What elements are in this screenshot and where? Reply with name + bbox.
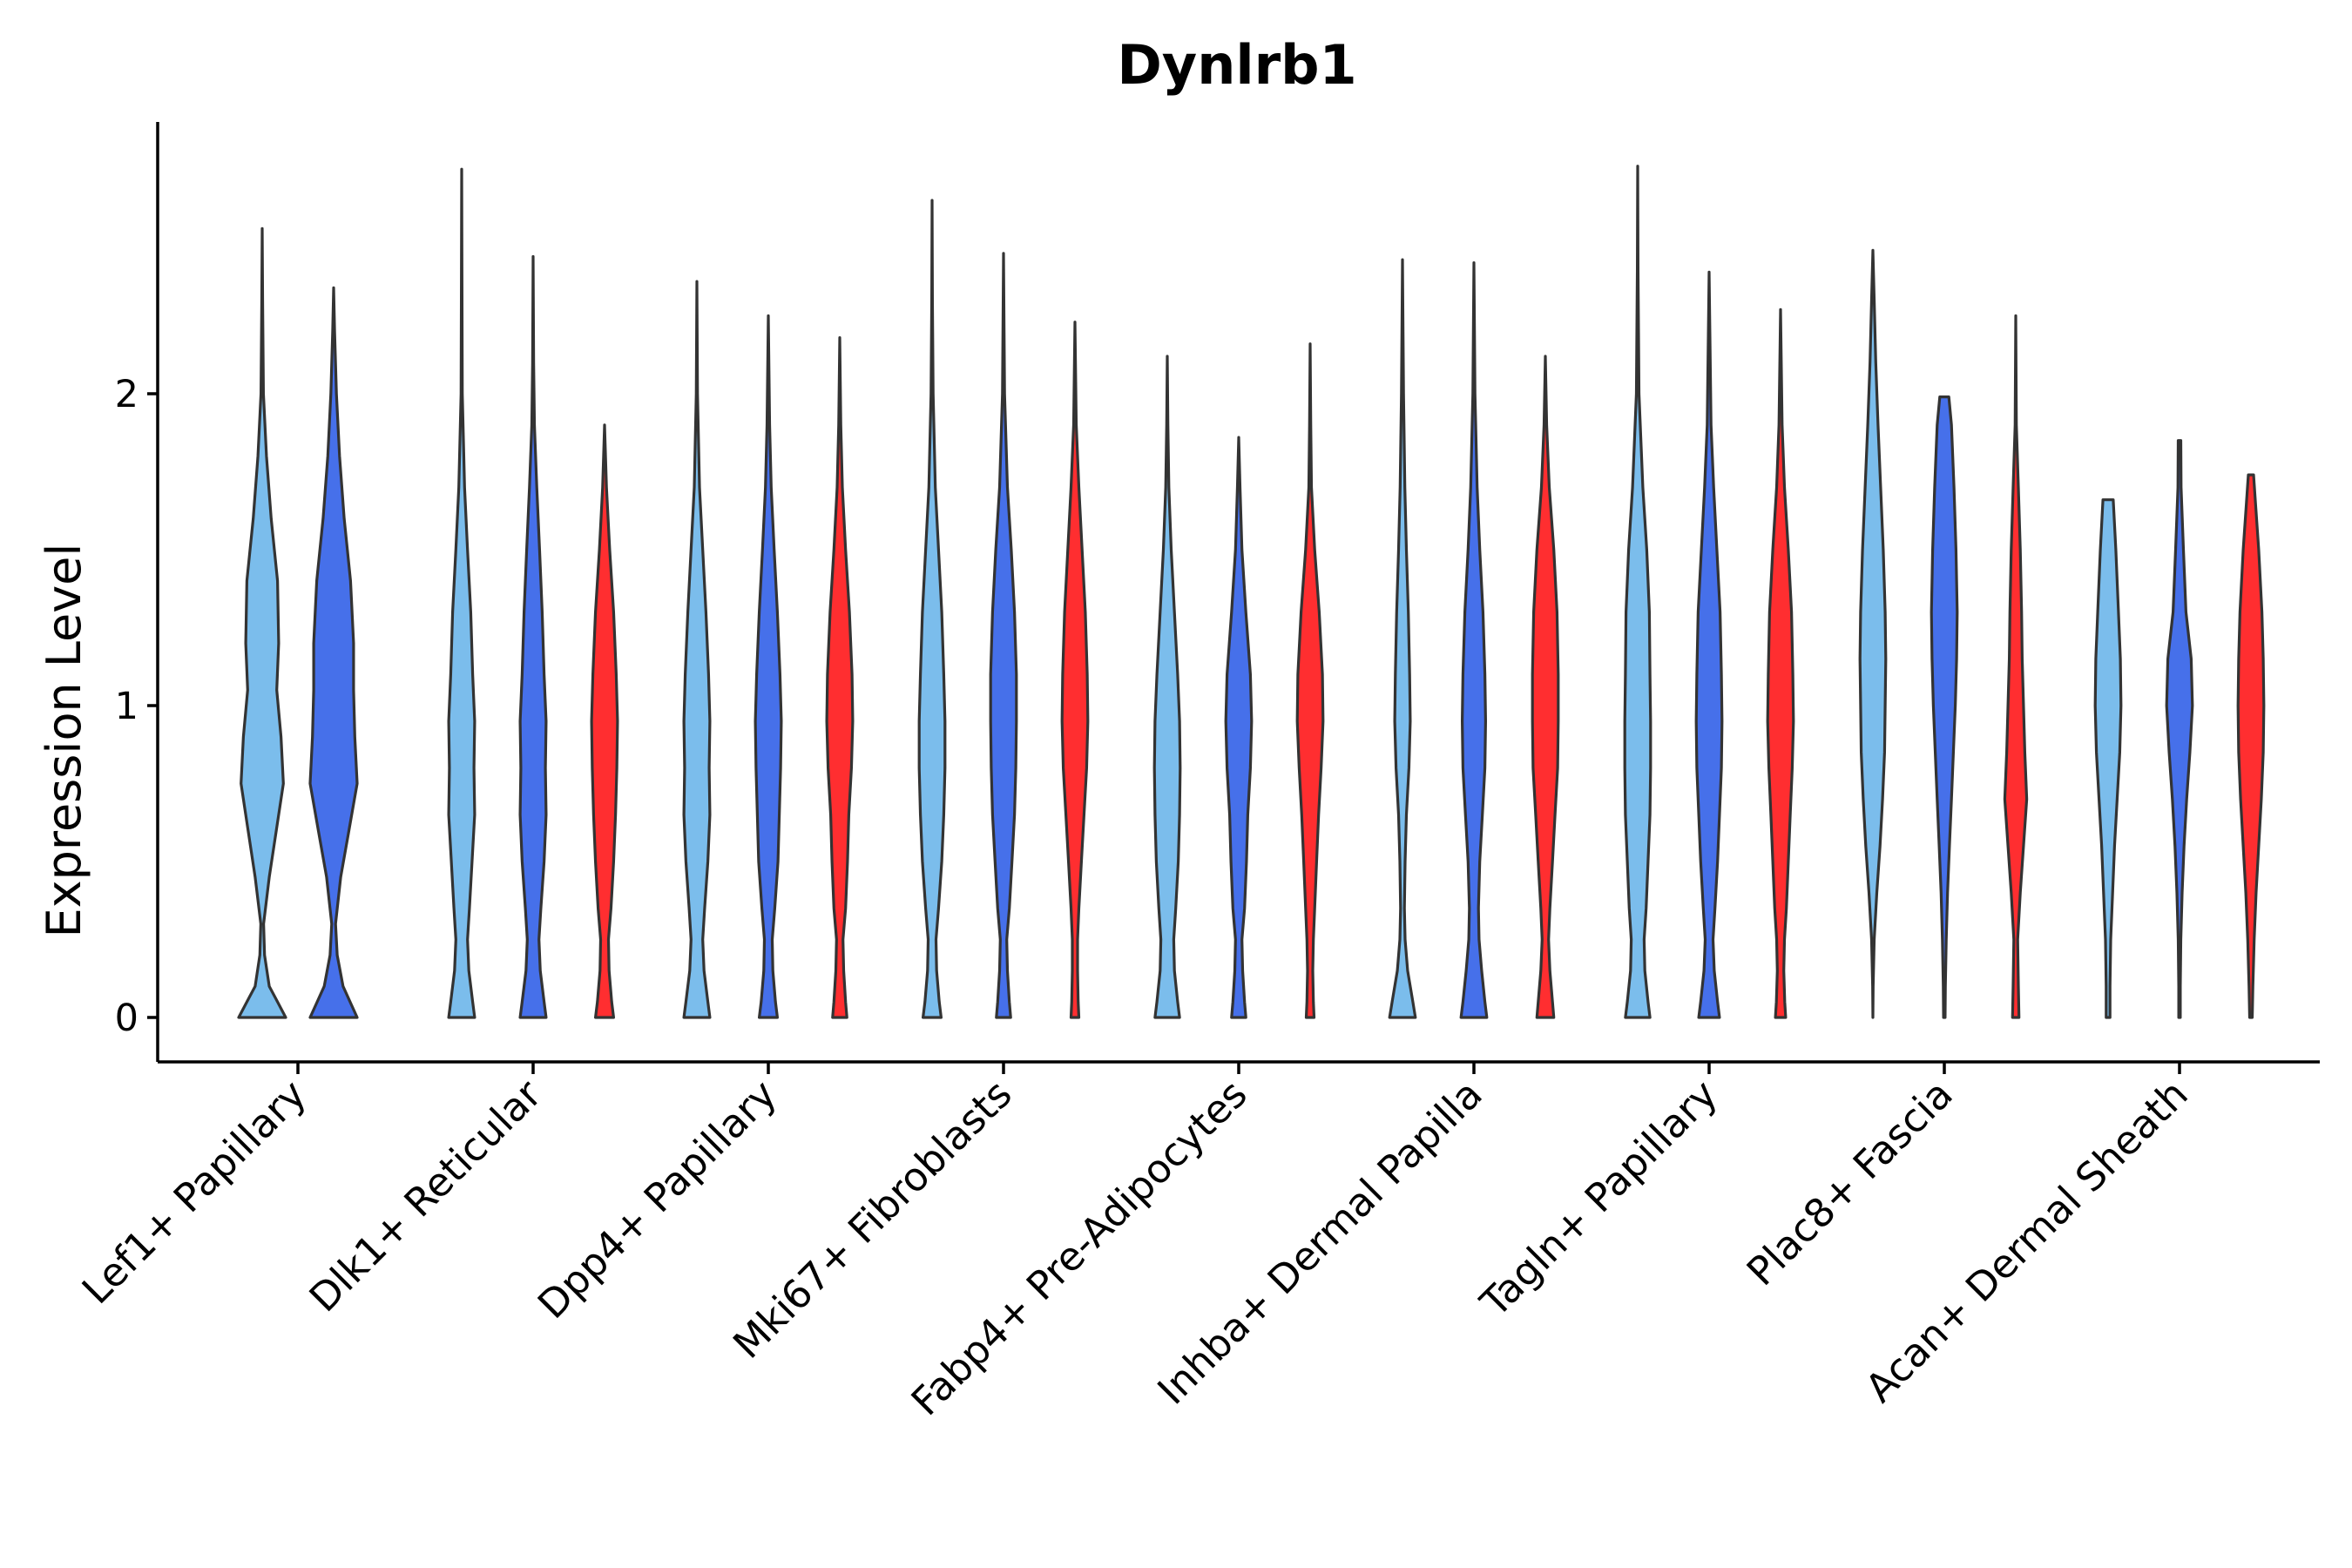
violin-inhba-dermal-papilla-s3	[1531, 355, 1560, 1019]
violin-dlk1-reticular-s3	[590, 423, 619, 1019]
y-axis-label: Expression Level	[37, 544, 91, 938]
x-tick-label: Dpp4+ Papillary	[529, 1071, 786, 1328]
x-tick-label: Tagln+ Papillary	[1471, 1071, 1727, 1326]
violin-mki67-fibroblasts-s2	[989, 252, 1018, 1019]
violin-plac8-fascia-s3	[2003, 314, 2029, 1019]
violin-lef1-papillary-s1	[237, 226, 287, 1019]
violin-acan-dermal-sheath-s3	[2236, 473, 2266, 1019]
chart-title: Dynlrb1	[1117, 33, 1356, 97]
violin-acan-dermal-sheath-s1	[2093, 498, 2123, 1019]
y-tick-label: 2	[115, 373, 139, 416]
x-tick-label: Lef1+ Papillary	[73, 1071, 315, 1313]
violin-mki67-fibroblasts-s1	[917, 199, 947, 1019]
violin-tagln-papillary-s1	[1623, 165, 1652, 1019]
violin-tagln-papillary-s3	[1766, 308, 1795, 1019]
x-tick-label: Dlk1+ Reticular	[301, 1071, 551, 1321]
violin-fabp4-pre-adipocytes-s2	[1224, 436, 1254, 1019]
violin-mki67-fibroblasts-s3	[1060, 321, 1090, 1019]
y-tick-label: 1	[115, 685, 139, 728]
violin-inhba-dermal-papilla-s1	[1388, 258, 1417, 1019]
violin-fabp4-pre-adipocytes-s3	[1295, 342, 1325, 1019]
violin-acan-dermal-sheath-s2	[2165, 439, 2194, 1019]
violin-inhba-dermal-papilla-s2	[1459, 261, 1489, 1019]
y-ticks: 0 1 2	[115, 373, 158, 1040]
violin-dpp4-papillary-s2	[754, 314, 783, 1019]
violin-dlk1-reticular-s1	[447, 167, 476, 1019]
violin-group	[237, 165, 2266, 1019]
violin-dpp4-papillary-s1	[682, 280, 712, 1019]
violin-dpp4-papillary-s3	[825, 336, 855, 1019]
x-tick-label: Plac8+ Fascia	[1738, 1071, 1962, 1294]
violin-lef1-papillary-s2	[308, 286, 359, 1019]
violin-plac8-fascia-s2	[1930, 395, 1959, 1019]
y-tick-label: 0	[115, 997, 139, 1040]
violin-plac8-fascia-s1	[1858, 248, 1888, 1019]
violin-tagln-papillary-s2	[1694, 270, 1724, 1019]
violin-fabp4-pre-adipocytes-s1	[1152, 355, 1182, 1019]
violin-dlk1-reticular-s2	[518, 254, 548, 1019]
